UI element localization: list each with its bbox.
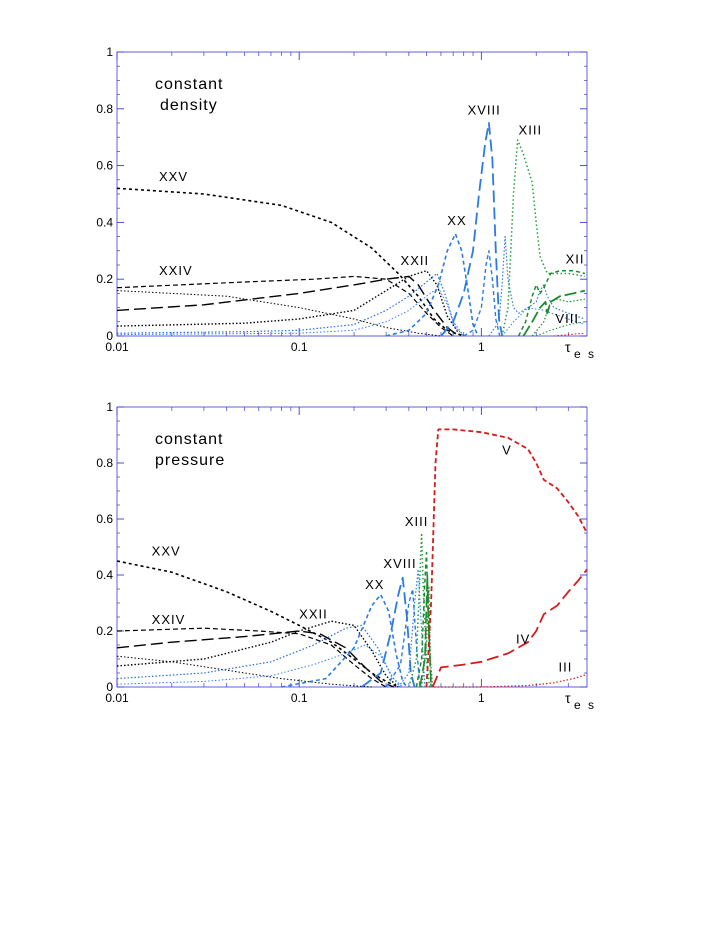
x-tick-label: 0.01	[105, 691, 129, 705]
curve-label: XIII	[405, 514, 429, 529]
series-line-3	[116, 630, 394, 688]
x-tick-label: 0.1	[291, 691, 308, 705]
series-line-16	[531, 298, 585, 337]
curve-label: XII	[566, 252, 585, 267]
curve-label: XIII	[519, 122, 543, 137]
curve-label: XXIV	[152, 612, 186, 627]
curve-label: III	[558, 660, 572, 675]
series-line-1	[116, 187, 464, 337]
y-tick-label: 0.2	[96, 272, 113, 286]
series-line-11	[397, 568, 426, 688]
curve-label: VIII	[555, 311, 579, 326]
y-tick-label: 0.6	[96, 512, 113, 526]
y-tick-label: 0.6	[96, 159, 113, 173]
series-line-1	[116, 560, 399, 688]
series-line-11	[488, 236, 586, 337]
series-line-15	[522, 289, 586, 337]
chart-title-line: constant	[155, 76, 223, 93]
chart-title-line: density	[160, 97, 218, 114]
series-line-2	[116, 275, 454, 337]
y-tick-label: 1	[106, 400, 113, 414]
y-tick-label: 0.8	[96, 456, 113, 470]
series-line-12	[408, 532, 431, 688]
series-line-8	[385, 233, 479, 337]
x-axis-label-subscript: e s	[574, 698, 596, 712]
series-line-13	[501, 139, 586, 337]
y-tick-label: 1	[106, 45, 113, 59]
series-line-12	[501, 307, 586, 337]
series-line-8	[281, 593, 408, 688]
y-tick-label: 0.4	[96, 568, 113, 582]
series-line-17	[536, 321, 585, 337]
y-tick-label: 0	[106, 680, 113, 694]
curve-label: XVIII	[383, 556, 416, 571]
series-line-18	[434, 673, 588, 688]
y-tick-label: 0.2	[96, 624, 113, 638]
curve-label: XXIV	[159, 263, 193, 278]
curve-label: IV	[516, 632, 530, 647]
series-line-7	[116, 287, 465, 337]
chart-title-line: pressure	[155, 452, 225, 469]
curve-label: XX	[365, 577, 384, 592]
plot-frame	[116, 51, 588, 337]
curve-label: XXV	[152, 543, 181, 558]
series-line-15	[421, 585, 434, 688]
curve-label: XX	[447, 213, 466, 228]
series-line-4	[116, 270, 460, 334]
y-tick-label: 0.8	[96, 102, 113, 116]
x-tick-label: 0.1	[291, 340, 308, 354]
series-line-7	[116, 644, 404, 688]
series-line-16	[425, 428, 588, 688]
series-line-9	[440, 122, 503, 337]
curve-label: V	[502, 443, 512, 458]
chart-title-line: constant	[155, 431, 223, 448]
chart-panel-1: 0.01 0.1 1 0 0.2 0.4 0.6 0.8 1 XXV XXIV XXII XX XVIII…	[96, 45, 596, 361]
series-line-9	[361, 576, 416, 688]
x-tick-label: 0.01	[105, 340, 129, 354]
series-line-14	[517, 269, 586, 337]
series-line-17	[431, 568, 588, 688]
series-line-10	[463, 250, 501, 337]
x-axis-label-subscript: e s	[574, 347, 596, 361]
curve-label: XVIII	[468, 102, 501, 117]
x-axis-label: τ	[565, 690, 571, 706]
chart-panel-2: 0.01 0.1 1 0 0.2 0.4 0.6 0.8 1 XXV XXIV XXII XX XVIII…	[96, 400, 596, 712]
curve-label: XXV	[159, 169, 188, 184]
y-tick-label: 0.4	[96, 215, 113, 229]
series-line-5	[116, 290, 442, 337]
curve-label: XXII	[299, 606, 328, 621]
series-line-2	[116, 627, 387, 688]
series-line-18	[553, 332, 585, 337]
y-tick-label: 0	[106, 329, 113, 343]
x-tick-label: 1	[478, 340, 485, 354]
series-line-5	[116, 655, 372, 688]
curve-label: XXII	[401, 253, 430, 268]
series-line-10	[385, 588, 421, 688]
series-line-3	[116, 275, 460, 337]
x-axis-label: τ	[565, 339, 571, 355]
x-tick-label: 1	[478, 691, 485, 705]
